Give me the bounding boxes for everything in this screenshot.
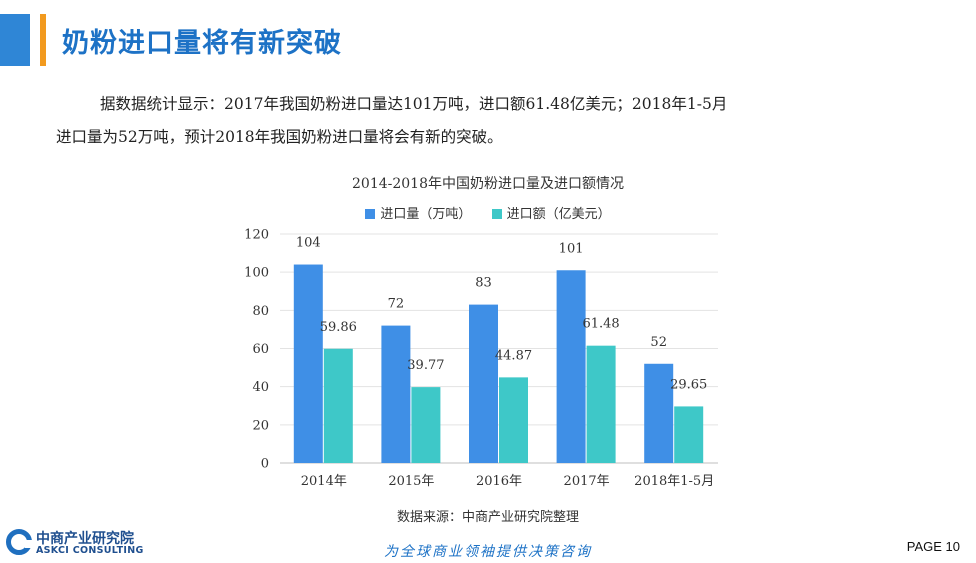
title-accent-blue (0, 14, 30, 66)
y-tick-label: 60 (252, 342, 269, 357)
logo-mark (6, 529, 33, 555)
bar (469, 304, 498, 463)
data-label: 52 (650, 335, 667, 350)
logo-text-en: ASKCI CONSULTING (36, 545, 144, 556)
data-label: 29.65 (670, 377, 707, 392)
y-tick-label: 40 (252, 380, 269, 395)
title-accent-orange (40, 14, 46, 66)
bar (586, 345, 616, 463)
data-source: 数据来源：中商产业研究院整理 (396, 510, 579, 525)
legend-label-volume: 进口量（万吨） (380, 207, 472, 222)
data-label: 59.86 (320, 320, 357, 335)
body-line-1: 据数据统计显示：2017年我国奶粉进口量达101万吨，进口额61.48亿美元；2… (100, 95, 728, 113)
y-tick-label: 120 (244, 228, 269, 243)
y-tick-label: 0 (261, 457, 269, 472)
bar (381, 325, 411, 463)
bar (411, 387, 441, 463)
y-tick-label: 80 (252, 304, 269, 319)
bar (644, 363, 674, 463)
y-tick-label: 20 (252, 418, 269, 433)
bar (674, 406, 704, 463)
legend-item-volume: 进口量（万吨） (365, 203, 471, 222)
chart-legend: 进口量（万吨） 进口额（亿美元） (0, 203, 976, 222)
bar-chart: 0 20 40 60 80 100 120 104 59.86 2014年 72 39.77 2015年… (244, 228, 718, 489)
x-tick-label: 2016年 (476, 474, 522, 489)
company-logo: 中商产业研究院 ASKCI CONSULTING (6, 527, 146, 559)
x-tick-label: 2018年1-5月 (634, 474, 714, 489)
chart-title: 2014-2018年中国奶粉进口量及进口额情况 (352, 176, 624, 192)
legend-swatch-value (491, 208, 502, 219)
x-tick-label: 2017年 (564, 474, 610, 489)
data-label: 104 (296, 236, 321, 251)
legend-item-value: 进口额（亿美元） (491, 203, 611, 222)
body-line-2: 进口量为52万吨，预计2018年我国奶粉进口量将会有新的突破。 (56, 128, 503, 146)
x-tick-label: 2015年 (388, 474, 434, 489)
logo-text-cn: 中商产业研究院 (36, 531, 134, 547)
y-tick-label: 100 (244, 266, 269, 281)
body-paragraph: 据数据统计显示：2017年我国奶粉进口量达101万吨，进口额61.48亿美元；2… (56, 88, 926, 154)
bar (499, 377, 528, 463)
slogan: 为全球商业领袖提供决策咨询 (384, 544, 592, 560)
title-accent-bar (0, 14, 48, 66)
data-label: 101 (559, 241, 584, 256)
bar (323, 348, 353, 463)
data-label: 61.48 (582, 317, 619, 332)
legend-swatch-volume (365, 208, 376, 219)
bar (293, 264, 323, 463)
data-label: 83 (475, 276, 492, 291)
bar (556, 270, 586, 463)
data-label: 44.87 (495, 348, 532, 363)
x-tick-label: 2014年 (301, 474, 347, 489)
data-label: 39.77 (407, 358, 444, 373)
legend-label-value: 进口额（亿美元） (506, 207, 611, 222)
page-title: 奶粉进口量将有新突破 (62, 28, 342, 59)
data-label: 72 (388, 297, 405, 312)
page-number: PAGE 10 (906, 539, 960, 554)
